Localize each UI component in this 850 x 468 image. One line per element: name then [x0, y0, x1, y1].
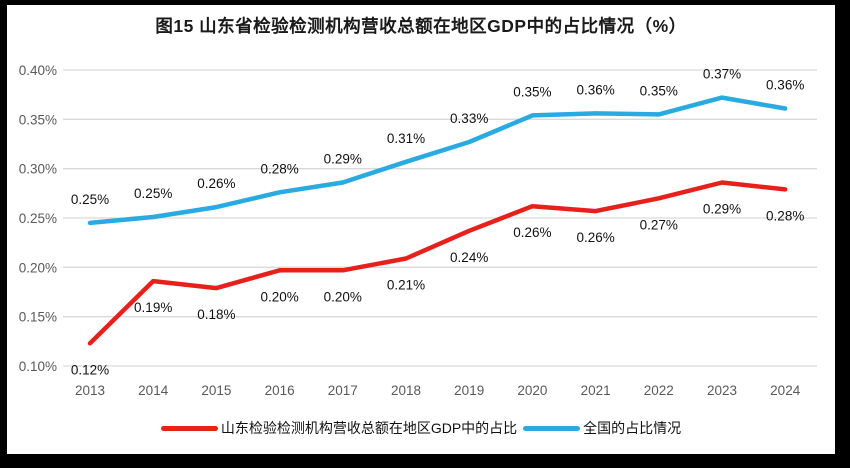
legend-item-national: 全国的占比情况: [523, 418, 681, 438]
data-point-label: 0.20%: [260, 289, 298, 304]
y-axis-tick-label: 0.40%: [19, 63, 57, 78]
x-axis-tick-label: 2013: [75, 383, 105, 398]
legend-label-national: 全国的占比情况: [583, 420, 682, 436]
data-point-label: 0.18%: [197, 307, 235, 322]
x-axis-tick-label: 2024: [770, 383, 801, 398]
legend-line-swatch-shandong: [160, 425, 218, 431]
data-point-label: 0.37%: [703, 67, 741, 82]
data-point-label: 0.29%: [324, 151, 362, 166]
x-axis-tick-label: 2022: [644, 383, 674, 398]
data-point-label: 0.36%: [766, 77, 804, 92]
data-point-label: 0.35%: [640, 83, 678, 98]
data-point-label: 0.28%: [260, 161, 298, 176]
y-axis-tick-label: 0.30%: [19, 162, 57, 177]
x-axis-tick-label: 2014: [138, 383, 169, 398]
data-point-label: 0.19%: [134, 300, 172, 315]
data-point-label: 0.25%: [134, 186, 172, 201]
data-point-label: 0.26%: [197, 176, 235, 191]
data-point-label: 0.24%: [450, 250, 488, 265]
chart-title: 图15 山东省检验检测机构营收总额在地区GDP中的占比情况（%）: [155, 16, 687, 36]
data-point-label: 0.36%: [576, 82, 614, 97]
data-point-label: 0.31%: [387, 131, 425, 146]
data-point-label: 0.27%: [640, 217, 678, 232]
legend-line-swatch-national: [523, 425, 581, 431]
data-point-label: 0.26%: [513, 225, 551, 240]
x-axis-tick-label: 2021: [581, 383, 611, 398]
data-point-label: 0.26%: [576, 230, 614, 245]
data-point-label: 0.25%: [71, 192, 109, 207]
x-axis-tick-label: 2015: [201, 383, 231, 398]
data-point-label: 0.28%: [766, 208, 804, 223]
x-axis-tick-label: 2018: [391, 383, 421, 398]
y-axis-tick-label: 0.10%: [19, 359, 57, 374]
x-axis-tick-label: 2020: [517, 383, 547, 398]
data-point-label: 0.35%: [513, 84, 551, 99]
y-axis-tick-label: 0.20%: [19, 260, 57, 275]
legend: 山东检验检测机构营收总额在地区GDP中的占比 全国的占比情况: [7, 418, 835, 438]
data-point-label: 0.33%: [450, 111, 488, 126]
x-axis-tick-label: 2016: [265, 383, 295, 398]
legend-label-shandong: 山东检验检测机构营收总额在地区GDP中的占比: [220, 420, 518, 436]
data-point-label: 0.29%: [703, 201, 741, 216]
line-chart-plot-area: 0.10% 0.15% 0.20% 0.25% 0.30% 0.35% 0.40% 2013 2…: [19, 63, 817, 398]
chart-figure: 图15 山东省检验检测机构营收总额在地区GDP中的占比情况（%） 0.10% 0.…: [7, 5, 835, 454]
data-point-label: 0.12%: [71, 362, 109, 377]
series-line-national: [87, 95, 788, 226]
y-axis-tick-label: 0.25%: [19, 211, 57, 226]
y-axis-tick-label: 0.35%: [19, 112, 57, 127]
series-line-shandong: [87, 180, 788, 346]
data-point-label: 0.21%: [387, 277, 425, 292]
x-axis-tick-label: 2023: [707, 383, 737, 398]
legend-item-shandong: 山东检验检测机构营收总额在地区GDP中的占比: [160, 418, 518, 438]
x-axis-tick-label: 2017: [328, 383, 358, 398]
x-axis-tick-label: 2019: [454, 383, 484, 398]
data-point-label: 0.20%: [324, 289, 362, 304]
y-axis-tick-label: 0.15%: [19, 310, 57, 325]
